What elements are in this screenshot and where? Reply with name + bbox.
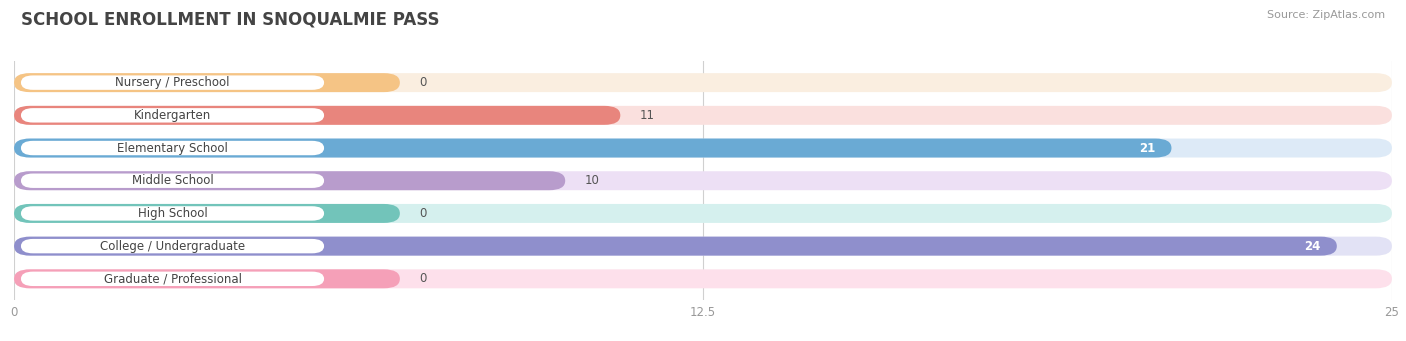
Text: 0: 0 [419,272,426,285]
FancyBboxPatch shape [21,141,325,155]
Text: 21: 21 [1139,142,1154,154]
FancyBboxPatch shape [14,204,1392,223]
FancyBboxPatch shape [14,171,1392,190]
Text: 10: 10 [585,174,599,187]
FancyBboxPatch shape [21,239,325,253]
Text: Middle School: Middle School [132,174,214,187]
FancyBboxPatch shape [21,174,325,188]
Text: Source: ZipAtlas.com: Source: ZipAtlas.com [1267,10,1385,20]
FancyBboxPatch shape [14,171,565,190]
FancyBboxPatch shape [21,272,325,286]
FancyBboxPatch shape [14,237,1392,256]
Text: High School: High School [138,207,208,220]
FancyBboxPatch shape [14,106,1392,125]
Text: Kindergarten: Kindergarten [134,109,211,122]
FancyBboxPatch shape [14,138,1392,158]
Text: Nursery / Preschool: Nursery / Preschool [115,76,229,89]
FancyBboxPatch shape [14,204,399,223]
FancyBboxPatch shape [14,269,399,288]
FancyBboxPatch shape [14,73,399,92]
FancyBboxPatch shape [21,75,325,90]
Text: 0: 0 [419,207,426,220]
FancyBboxPatch shape [14,106,620,125]
Text: 0: 0 [419,76,426,89]
Text: Graduate / Professional: Graduate / Professional [104,272,242,285]
Text: 24: 24 [1303,240,1320,253]
FancyBboxPatch shape [14,73,1392,92]
FancyBboxPatch shape [21,108,325,122]
FancyBboxPatch shape [14,237,1337,256]
FancyBboxPatch shape [14,269,1392,288]
FancyBboxPatch shape [21,206,325,221]
Text: Elementary School: Elementary School [117,142,228,154]
Text: SCHOOL ENROLLMENT IN SNOQUALMIE PASS: SCHOOL ENROLLMENT IN SNOQUALMIE PASS [21,10,440,28]
FancyBboxPatch shape [14,138,1171,158]
Text: College / Undergraduate: College / Undergraduate [100,240,245,253]
Text: 11: 11 [640,109,655,122]
